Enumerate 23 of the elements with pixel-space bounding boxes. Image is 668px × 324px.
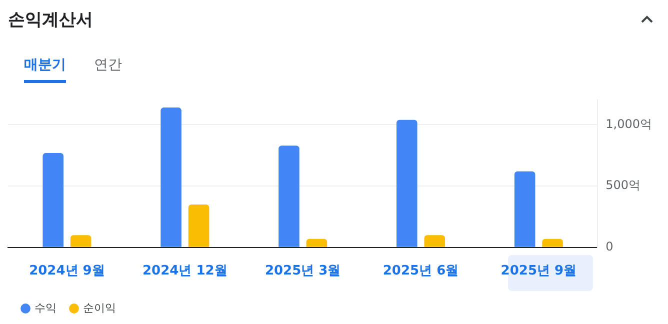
bar (42, 152, 64, 247)
x-tick-label: 2025년 3월 (264, 264, 341, 279)
bar (424, 235, 445, 247)
bar (188, 204, 210, 247)
x-tick-label: 2025년 9월 (500, 264, 577, 279)
bar (160, 108, 182, 247)
text: 매분기 (24, 56, 66, 83)
bar (306, 238, 328, 247)
y-tick-label: 500억 (606, 178, 641, 192)
bar (514, 171, 536, 247)
bar (278, 146, 300, 247)
y-tick-label: 1,000억 (606, 116, 652, 131)
x-tick-label: 2025년 6월 (382, 264, 459, 279)
bar (396, 120, 418, 247)
chart-title: 손익계산서 (8, 9, 93, 31)
x-tick-label: 2024년 12월 (142, 264, 228, 279)
text: 연간 (94, 56, 122, 75)
legend-label: 수익 (34, 301, 56, 314)
x-tick-label: 2024년 9월 (29, 264, 105, 279)
bar (70, 235, 92, 247)
legend-label: 순이익 (83, 301, 116, 314)
y-tick-label: 0 (606, 240, 614, 254)
bar (542, 238, 563, 247)
